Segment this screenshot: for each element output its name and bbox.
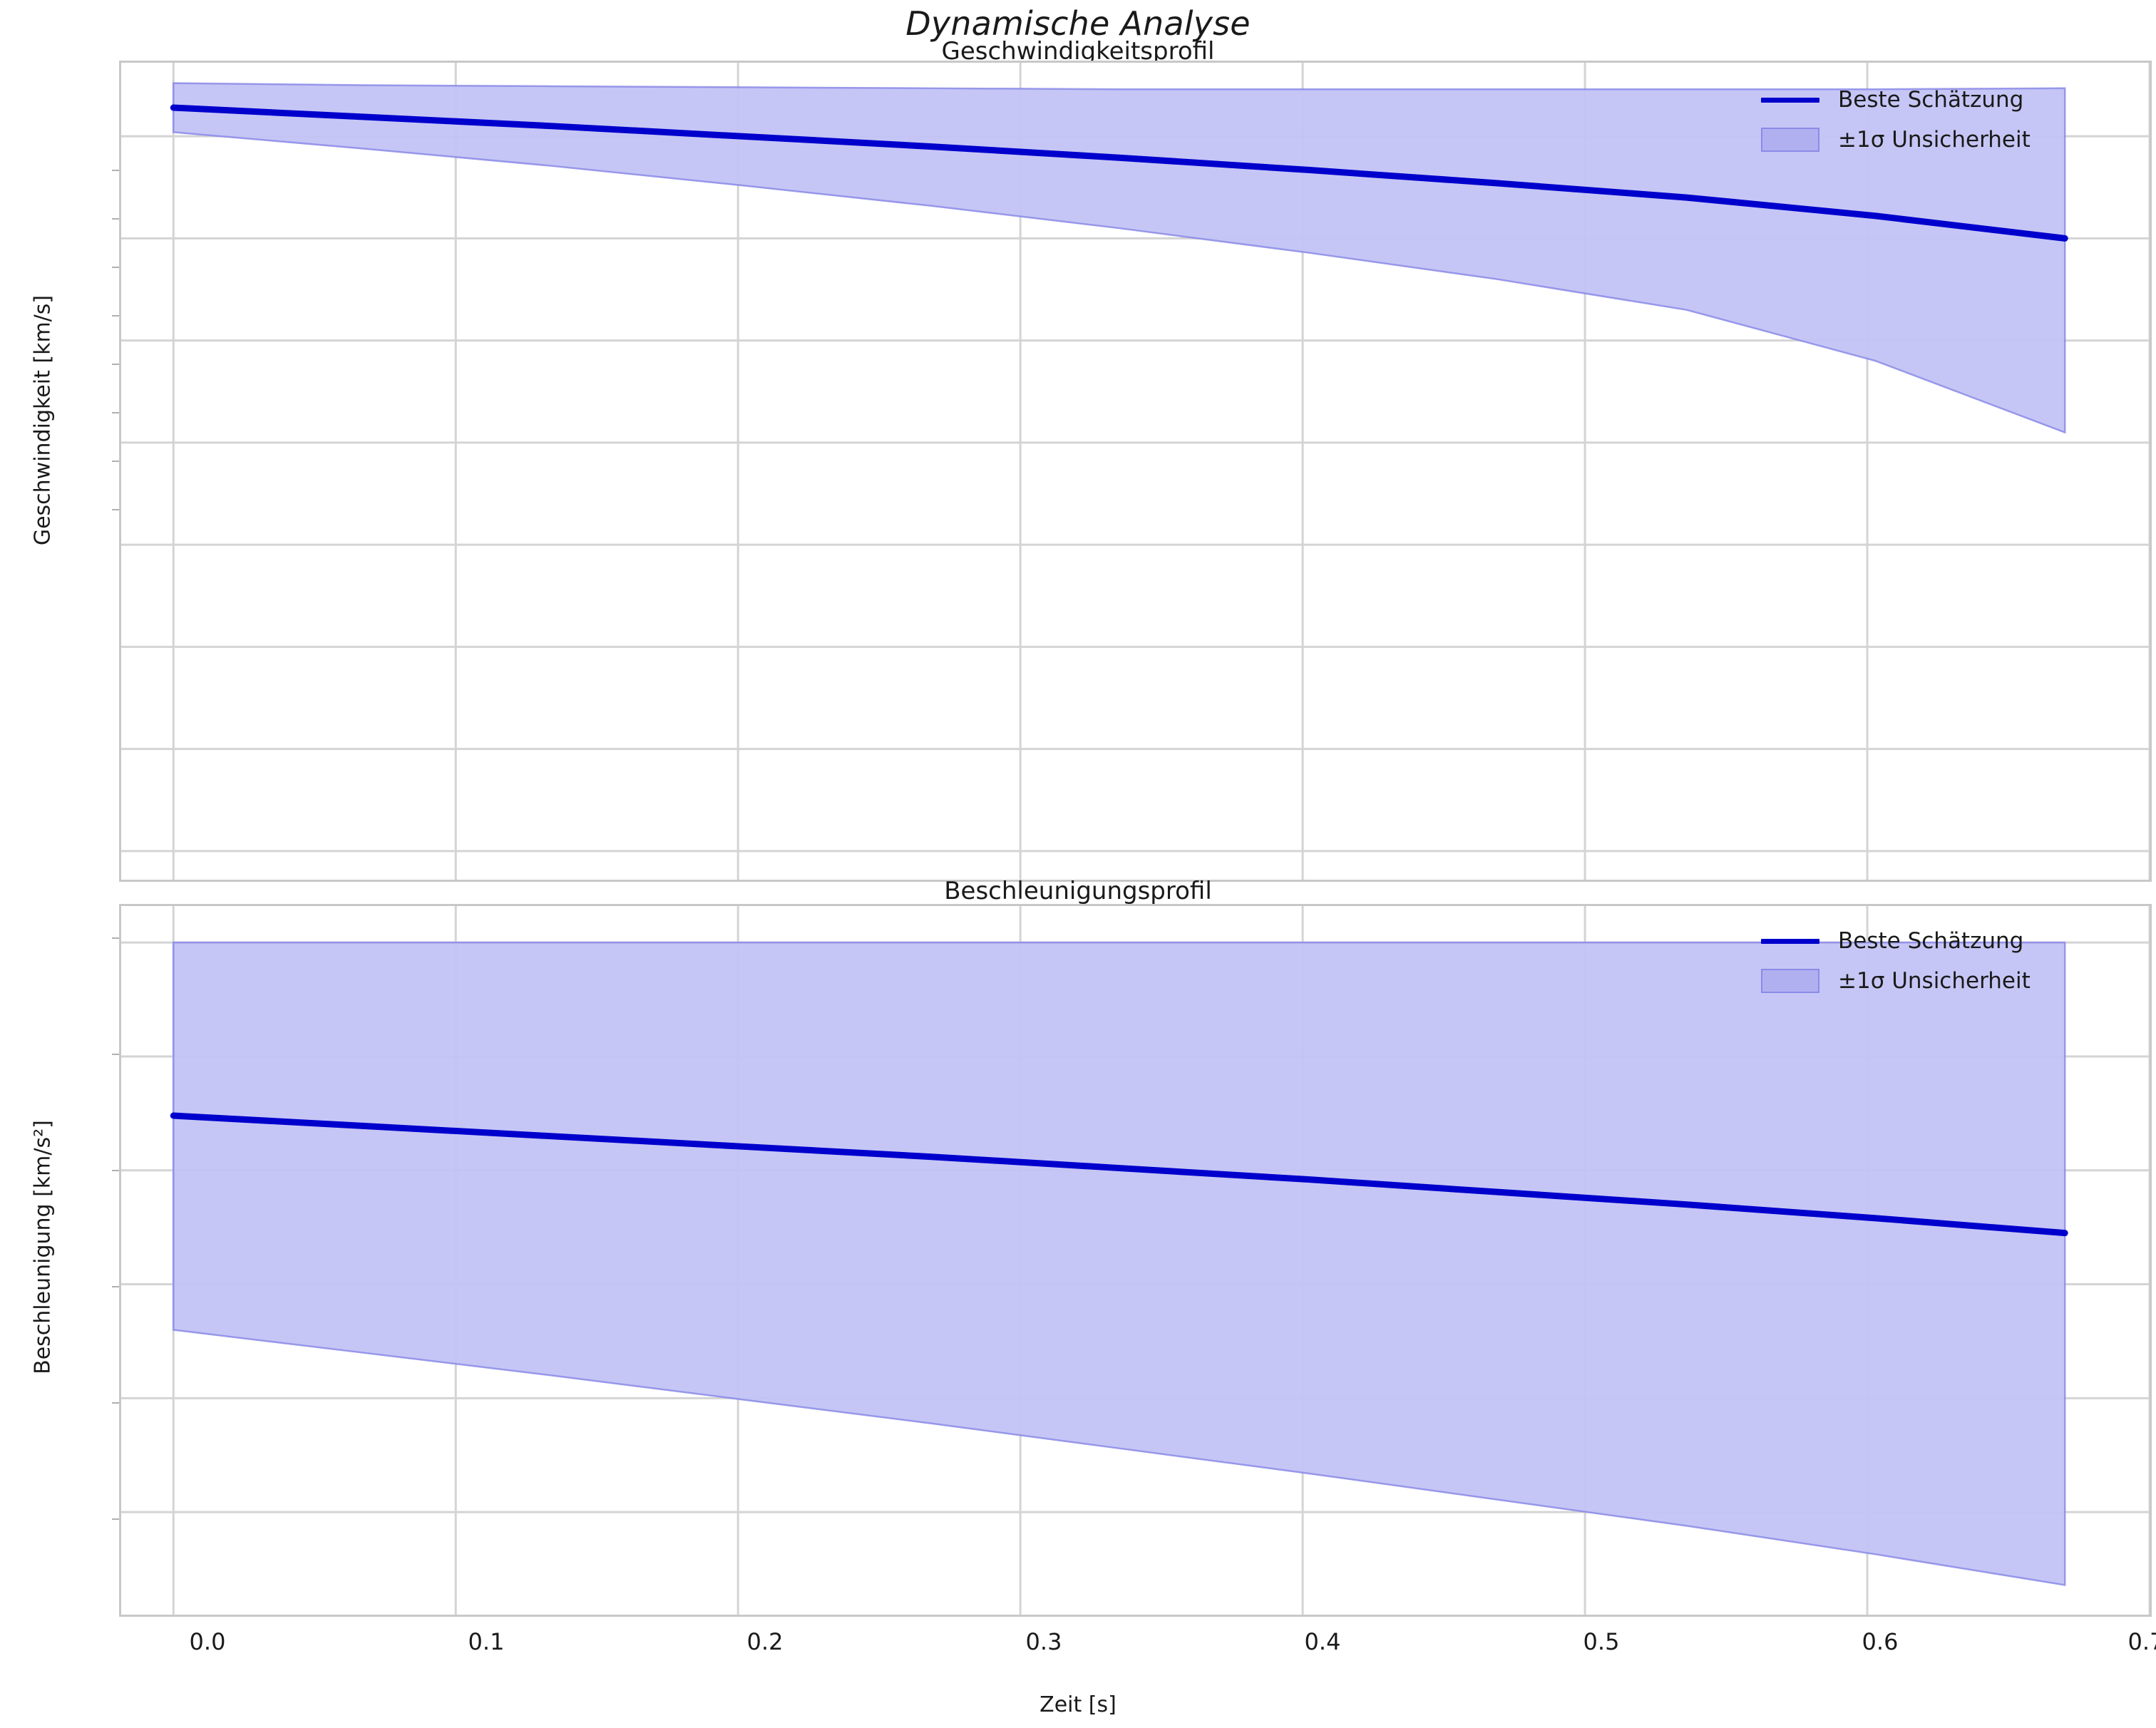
acceleration-tick-0 [112,937,119,939]
velocity-plot-area [119,61,2152,882]
velocity-tick-30 [112,218,119,220]
velocity-legend-line-label: Beste Schätzung [1838,87,2024,113]
velocity-tick-25 [112,267,119,268]
acceleration-tick-m20 [112,1402,119,1404]
xtick-1: 0.1 [468,1628,505,1655]
acceleration-tick-m10 [112,1170,119,1171]
acceleration-tick-m5 [112,1054,119,1055]
acceleration-plot-svg [121,906,2150,1615]
xtick-6: 0.6 [1862,1628,1899,1655]
xtick-0: 0.0 [189,1628,226,1655]
xtick-3: 0.3 [1025,1628,1062,1655]
velocity-tick-15 [112,364,119,365]
line-swatch-icon [1761,87,1819,113]
velocity-tick-5 [112,461,119,462]
velocity-legend: Beste Schätzung ±1σ Unsicherheit [1761,80,2031,160]
velocity-legend-item-band: ±1σ Unsicherheit [1761,120,2031,160]
velocity-panel: Geschwindigkeitsprofil Geschwindigkeit [… [0,37,2156,882]
xtick-7: 0.7 [2127,1628,2156,1655]
band-swatch-icon [1761,968,1819,994]
velocity-tick-20 [112,315,119,317]
velocity-tick-0 [112,509,119,510]
x-axis-label: Zeit [s] [1040,1692,1116,1717]
velocity-plot-svg [121,63,2150,880]
acceleration-legend: Beste Schätzung ±1σ Unsicherheit [1761,921,2031,1001]
acceleration-chart-title: Beschleunigungsprofil [944,877,1212,905]
acceleration-plot-area [119,904,2152,1617]
band-swatch-icon [1761,127,1819,153]
acceleration-y-axis-label: Beschleunigung [km/s²] [30,1120,56,1374]
velocity-legend-item-line: Beste Schätzung [1761,80,2031,120]
acceleration-legend-item-band: ±1σ Unsicherheit [1761,961,2031,1001]
velocity-tick-35 [112,170,119,171]
acceleration-legend-line-label: Beste Schätzung [1838,928,2024,954]
xtick-2: 0.2 [746,1628,784,1655]
velocity-tick-10 [112,412,119,413]
acceleration-tick-m15 [112,1286,119,1287]
figure-suptitle: Dynamische Analyse [905,4,1251,43]
acceleration-panel: Beschleunigungsprofil Beschleunigung [km… [0,877,2156,1728]
acceleration-tick-m25 [112,1518,119,1520]
xtick-4: 0.4 [1304,1628,1341,1655]
velocity-legend-band-label: ±1σ Unsicherheit [1838,127,2031,153]
acceleration-legend-band-label: ±1σ Unsicherheit [1838,968,2031,994]
acceleration-legend-item-line: Beste Schätzung [1761,921,2031,961]
xtick-5: 0.5 [1583,1628,1620,1655]
line-swatch-icon [1761,928,1819,954]
